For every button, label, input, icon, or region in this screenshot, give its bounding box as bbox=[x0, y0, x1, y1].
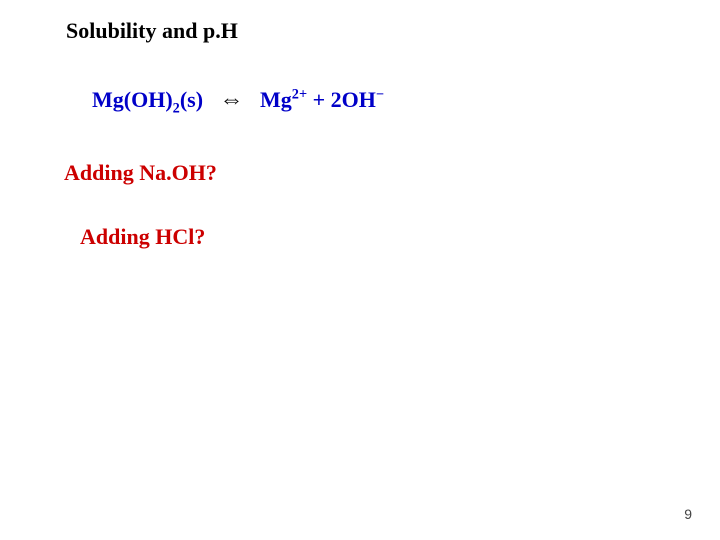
eq-plus: + bbox=[307, 87, 331, 112]
eq-rhs-ion1-sup: 2+ bbox=[292, 87, 307, 103]
question-add-naoh: Adding Na.OH? bbox=[64, 160, 217, 186]
page-number: 9 bbox=[684, 506, 692, 522]
question-add-hcl: Adding HCl? bbox=[80, 224, 205, 250]
eq-rhs-ion1: Mg bbox=[260, 87, 292, 112]
eq-lhs-state: (s) bbox=[180, 87, 203, 112]
equilibrium-equation: Mg(OH)2(s) ⇔ Mg2+ + 2OH− bbox=[92, 86, 384, 117]
slide-title: Solubility and p.H bbox=[66, 18, 238, 44]
eq-rhs-ion2: OH bbox=[342, 87, 376, 112]
equilibrium-arrow-icon: ⇔ bbox=[220, 86, 244, 113]
slide-container: Solubility and p.H Mg(OH)2(s) ⇔ Mg2+ + 2… bbox=[0, 0, 720, 540]
eq-lhs-compound: Mg(OH) bbox=[92, 87, 173, 112]
eq-lhs-sub: 2 bbox=[173, 100, 180, 116]
eq-rhs-ion2-coeff: 2 bbox=[331, 87, 342, 112]
eq-rhs-ion2-sup: − bbox=[376, 87, 384, 103]
